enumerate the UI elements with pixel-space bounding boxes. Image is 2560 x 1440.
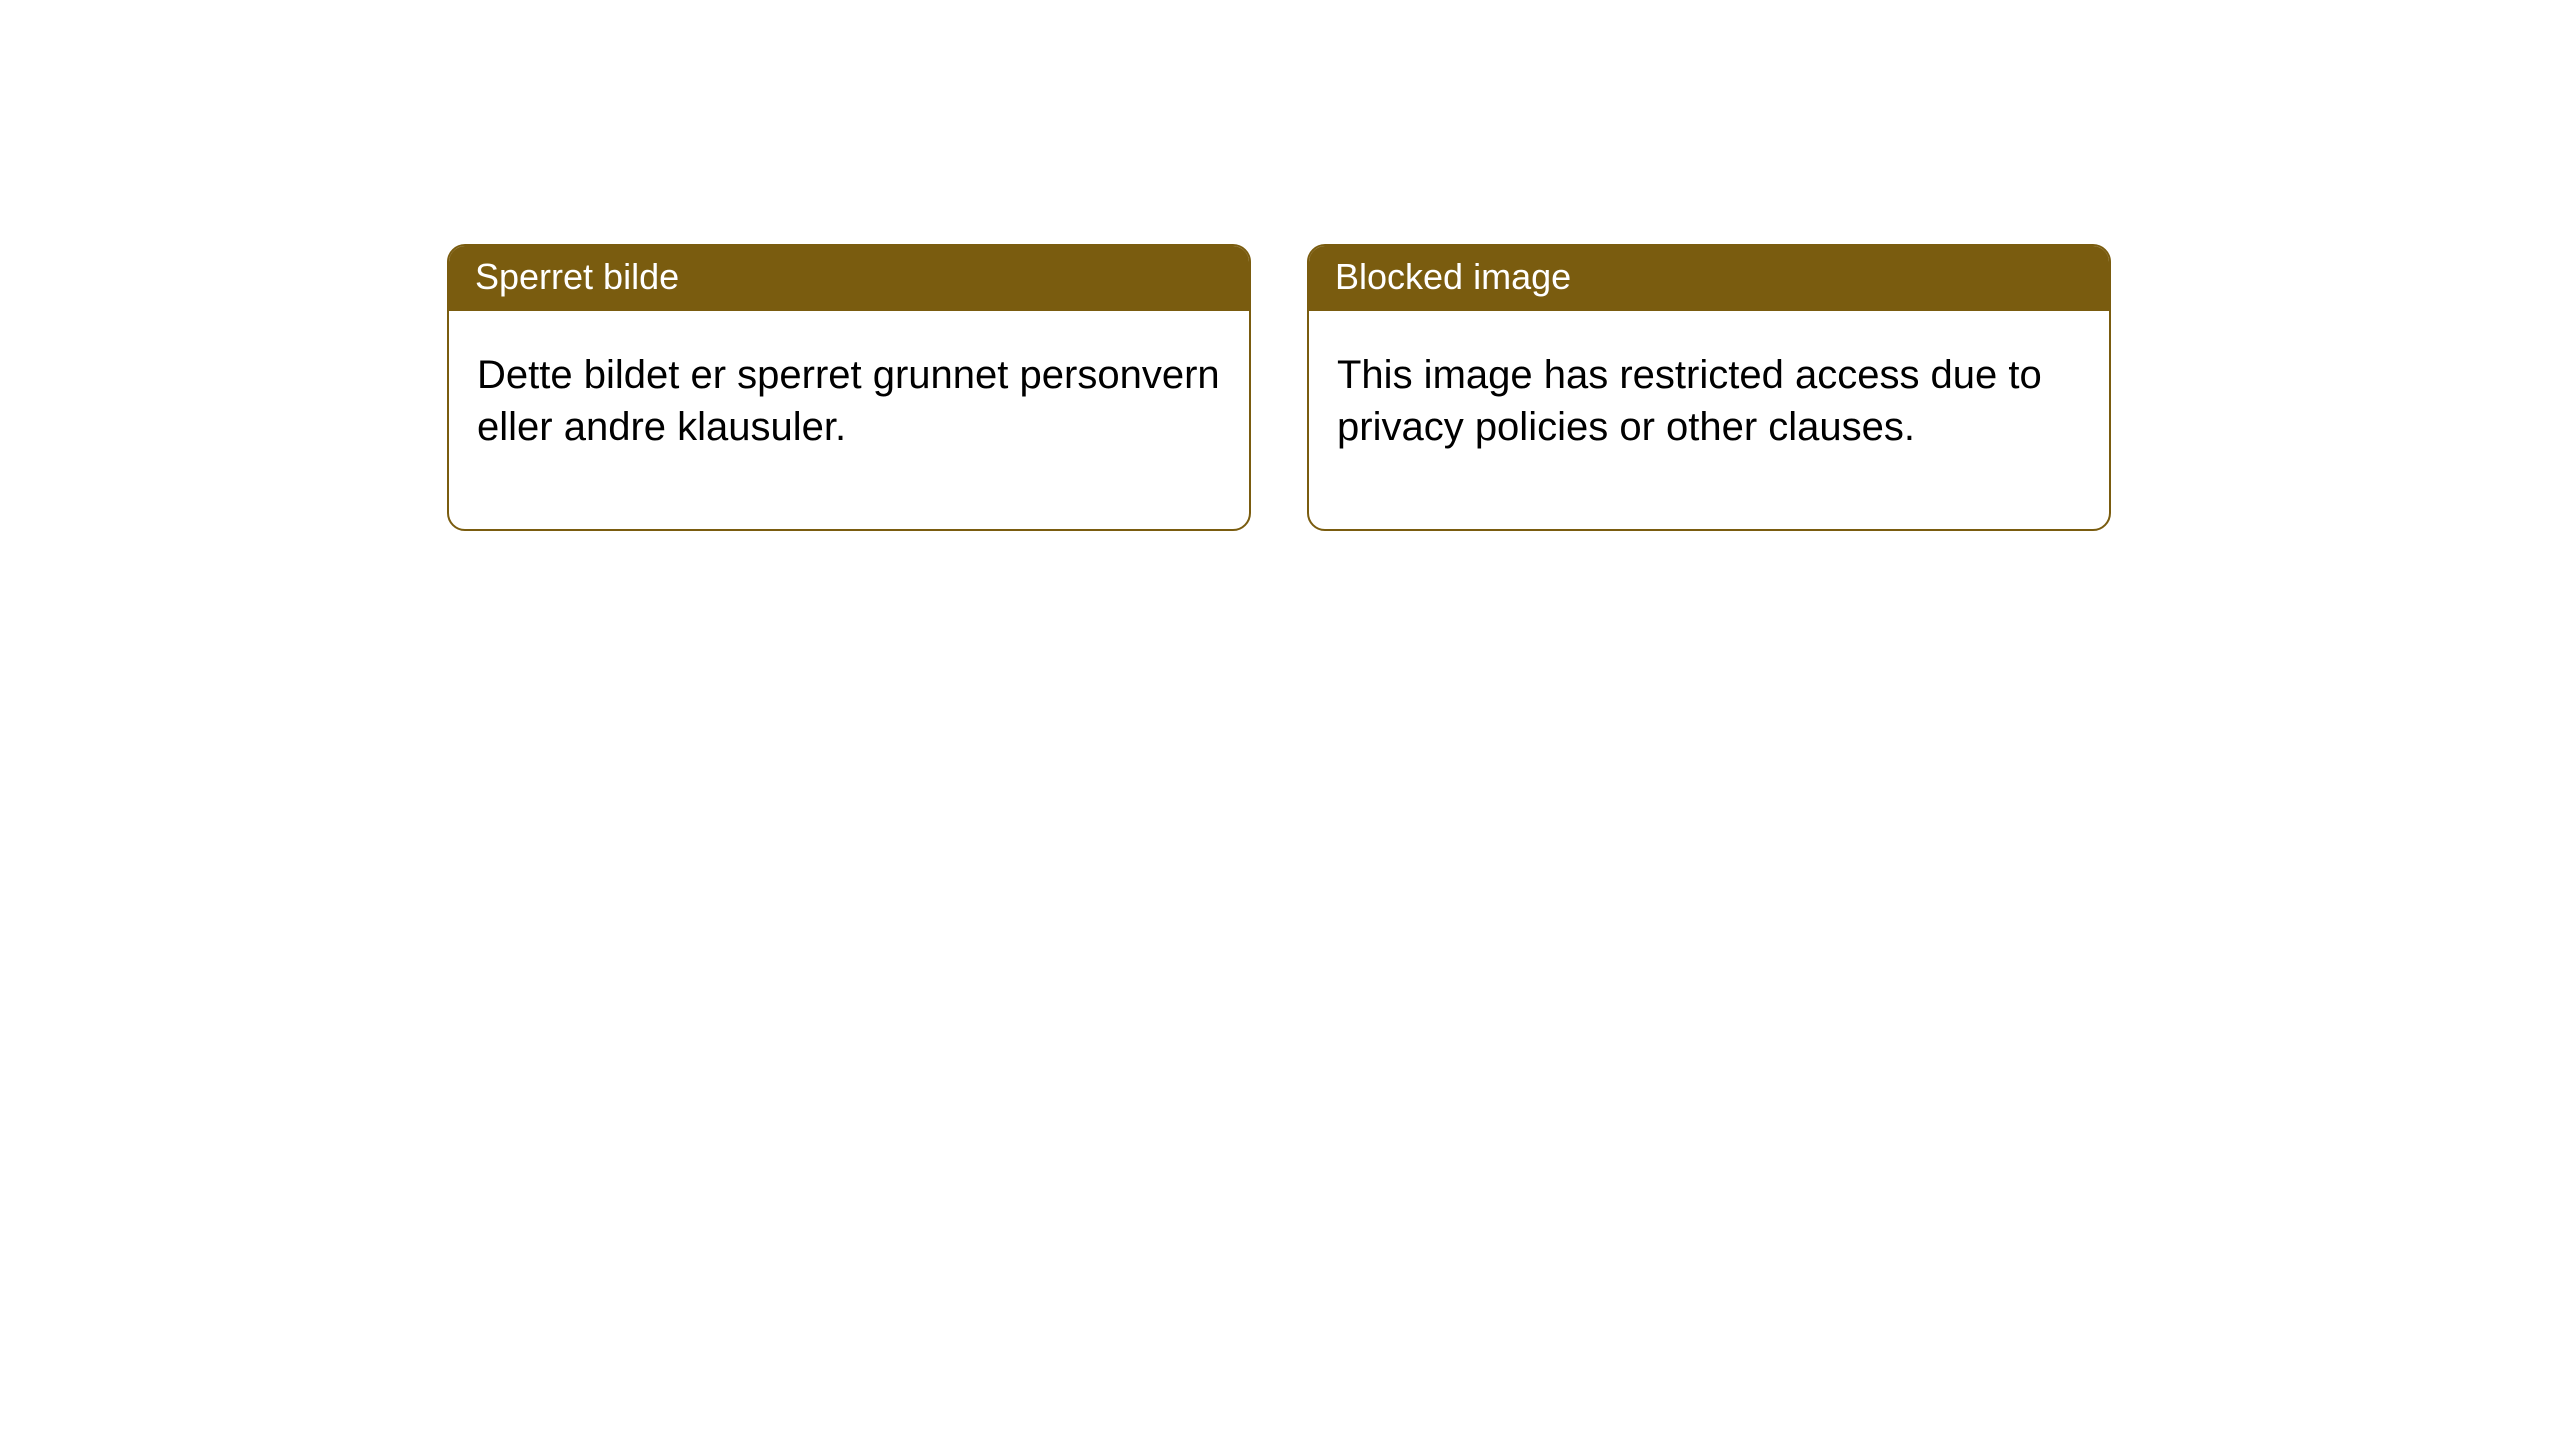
notice-header-norwegian: Sperret bilde	[449, 246, 1249, 311]
notice-card-norwegian: Sperret bilde Dette bildet er sperret gr…	[447, 244, 1251, 531]
notice-card-english: Blocked image This image has restricted …	[1307, 244, 2111, 531]
notice-body-english: This image has restricted access due to …	[1309, 311, 2109, 529]
notices-container: Sperret bilde Dette bildet er sperret gr…	[0, 0, 2560, 531]
notice-body-norwegian: Dette bildet er sperret grunnet personve…	[449, 311, 1249, 529]
notice-header-english: Blocked image	[1309, 246, 2109, 311]
